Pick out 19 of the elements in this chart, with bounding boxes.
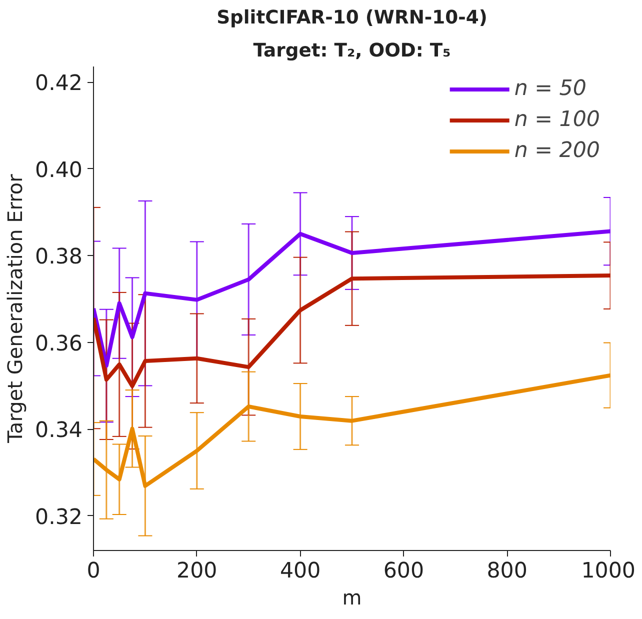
y-tick-label: 0.42	[35, 71, 83, 96]
y-tick-label: 0.38	[35, 244, 83, 270]
x-tick-label: 1000	[581, 558, 636, 584]
legend-label: n = 200	[514, 138, 600, 163]
x-tick-label: 800	[486, 558, 528, 584]
x-tick-label: 200	[176, 558, 218, 584]
y-tick-label: 0.32	[35, 504, 83, 530]
x-tick-label: 0	[86, 558, 100, 584]
chart-subtitle: Target: T₂, OOD: T₅	[253, 40, 451, 62]
x-axis-title: m	[342, 586, 362, 610]
chart-title: SplitCIFAR-10 (WRN-10-4)	[216, 8, 488, 28]
x-tick-label: 400	[280, 558, 321, 584]
y-tick-label: 0.36	[35, 331, 83, 356]
legend-label: n = 50	[514, 76, 586, 101]
y-tick-label: 0.40	[35, 158, 83, 183]
x-tick-label: 600	[383, 558, 424, 584]
legend-label: n = 100	[514, 107, 600, 132]
y-axis-title: Target Generalization Error	[3, 173, 28, 444]
y-tick-label: 0.34	[35, 418, 83, 444]
